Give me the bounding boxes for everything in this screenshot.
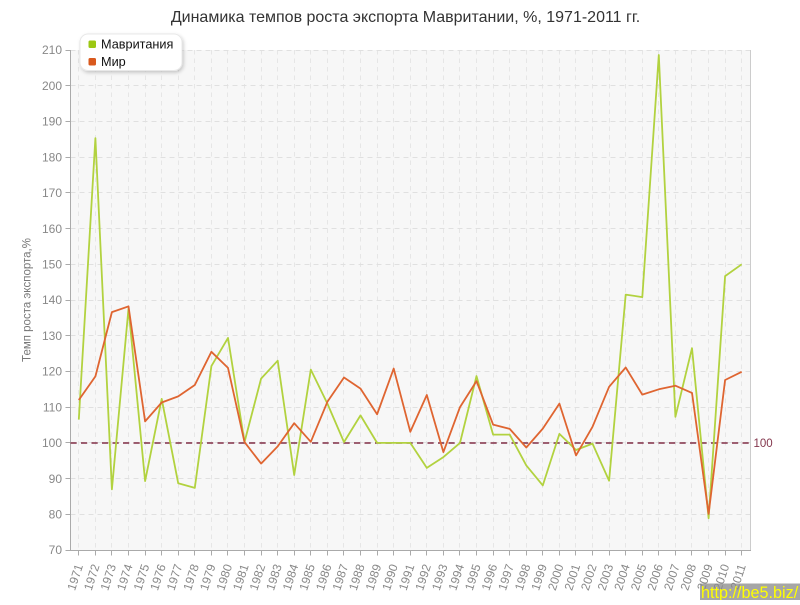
svg-text:70: 70 — [49, 543, 63, 557]
svg-text:100: 100 — [42, 436, 62, 450]
svg-text:190: 190 — [42, 115, 62, 129]
svg-text:140: 140 — [42, 293, 62, 307]
svg-text:Темп роста экспорта,%: Темп роста экспорта,% — [22, 238, 34, 362]
svg-text:180: 180 — [42, 150, 62, 164]
svg-text:210: 210 — [42, 43, 62, 57]
svg-text:http://be5.biz/: http://be5.biz/ — [701, 584, 799, 600]
svg-text:160: 160 — [42, 222, 62, 236]
svg-text:170: 170 — [42, 186, 62, 200]
svg-text:100: 100 — [754, 438, 773, 450]
svg-text:110: 110 — [43, 400, 62, 414]
svg-text:120: 120 — [42, 365, 62, 379]
svg-text:90: 90 — [49, 472, 63, 486]
svg-text:Мавритания: Мавритания — [101, 38, 173, 52]
svg-text:Мир: Мир — [101, 55, 126, 69]
svg-text:150: 150 — [42, 258, 62, 272]
svg-text:200: 200 — [42, 79, 62, 93]
svg-text:130: 130 — [42, 329, 62, 343]
svg-text:Динамика темпов роста экспорта: Динамика темпов роста экспорта Мавритани… — [171, 9, 640, 26]
svg-text:80: 80 — [49, 508, 63, 522]
